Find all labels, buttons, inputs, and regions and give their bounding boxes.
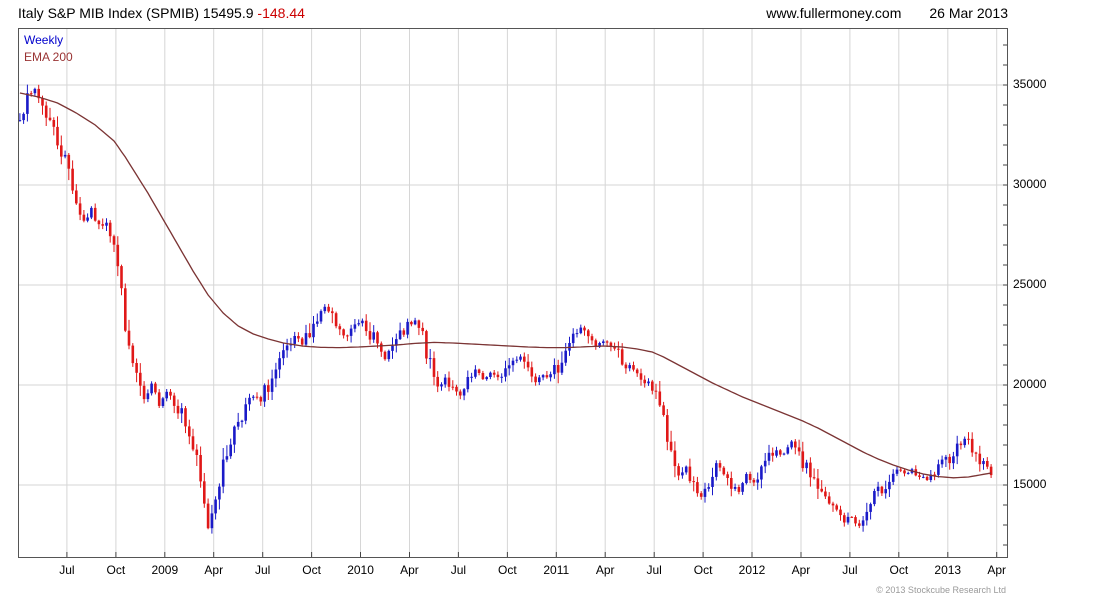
legend-ema-label: EMA 200: [24, 50, 73, 64]
y-axis-label: 20000: [1013, 377, 1047, 391]
x-axis-label: 2010: [347, 563, 374, 577]
x-axis-label: Oct: [106, 563, 126, 577]
website-link[interactable]: www.fullermoney.com: [766, 5, 902, 21]
x-axis-label: Apr: [204, 563, 224, 577]
x-axis-label: Apr: [595, 563, 615, 577]
chart-title: Italy S&P MIB Index (SPMIB) 15495.9 -148…: [18, 5, 305, 21]
x-axis-label: Oct: [302, 563, 321, 577]
x-axis-label: Jul: [646, 563, 662, 577]
chart-date: 26 Mar 2013: [929, 5, 1008, 21]
price-change: -148.44: [257, 5, 305, 21]
copyright-text: © 2013 Stockcube Research Ltd: [876, 585, 1006, 595]
chart-legend: Weekly EMA 200: [24, 32, 73, 66]
y-axis-label: 15000: [1013, 477, 1047, 491]
x-axis-label: 2009: [151, 563, 179, 577]
x-axis-label: 2013: [934, 563, 962, 577]
plot-area: Weekly EMA 200: [18, 28, 1008, 558]
x-axis-label: Jul: [255, 563, 271, 577]
x-axis-label: Oct: [693, 563, 713, 577]
candlestick-chart: [18, 28, 1008, 558]
x-axis-label: Jul: [450, 563, 467, 577]
x-axis-label: Oct: [889, 563, 909, 577]
instrument-and-price: Italy S&P MIB Index (SPMIB) 15495.9: [18, 5, 254, 21]
y-axis-label: 30000: [1013, 177, 1047, 191]
x-axis-label: Apr: [791, 563, 811, 577]
y-axis-label: 35000: [1013, 77, 1047, 91]
x-axis-label: 2012: [738, 563, 766, 577]
x-axis-label: Apr: [987, 563, 1007, 577]
x-axis-label: 2011: [543, 563, 570, 577]
x-axis-label: Jul: [59, 563, 75, 577]
x-axis-label: Oct: [498, 563, 517, 577]
header-right: www.fullermoney.com 26 Mar 2013: [766, 5, 1008, 21]
x-axis-label: Jul: [842, 563, 858, 577]
y-axis-label: 25000: [1013, 277, 1047, 291]
x-axis-label: Apr: [400, 563, 419, 577]
legend-weekly-label: Weekly: [24, 33, 64, 47]
